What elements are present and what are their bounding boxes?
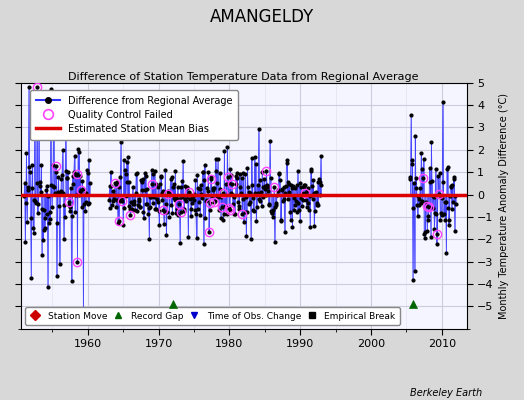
Legend: Station Move, Record Gap, Time of Obs. Change, Empirical Break: Station Move, Record Gap, Time of Obs. C… (25, 307, 400, 325)
Text: AMANGELDY: AMANGELDY (210, 8, 314, 26)
Title: Difference of Station Temperature Data from Regional Average: Difference of Station Temperature Data f… (68, 72, 419, 82)
Y-axis label: Monthly Temperature Anomaly Difference (°C): Monthly Temperature Anomaly Difference (… (499, 93, 509, 319)
Text: Berkeley Earth: Berkeley Earth (410, 388, 482, 398)
